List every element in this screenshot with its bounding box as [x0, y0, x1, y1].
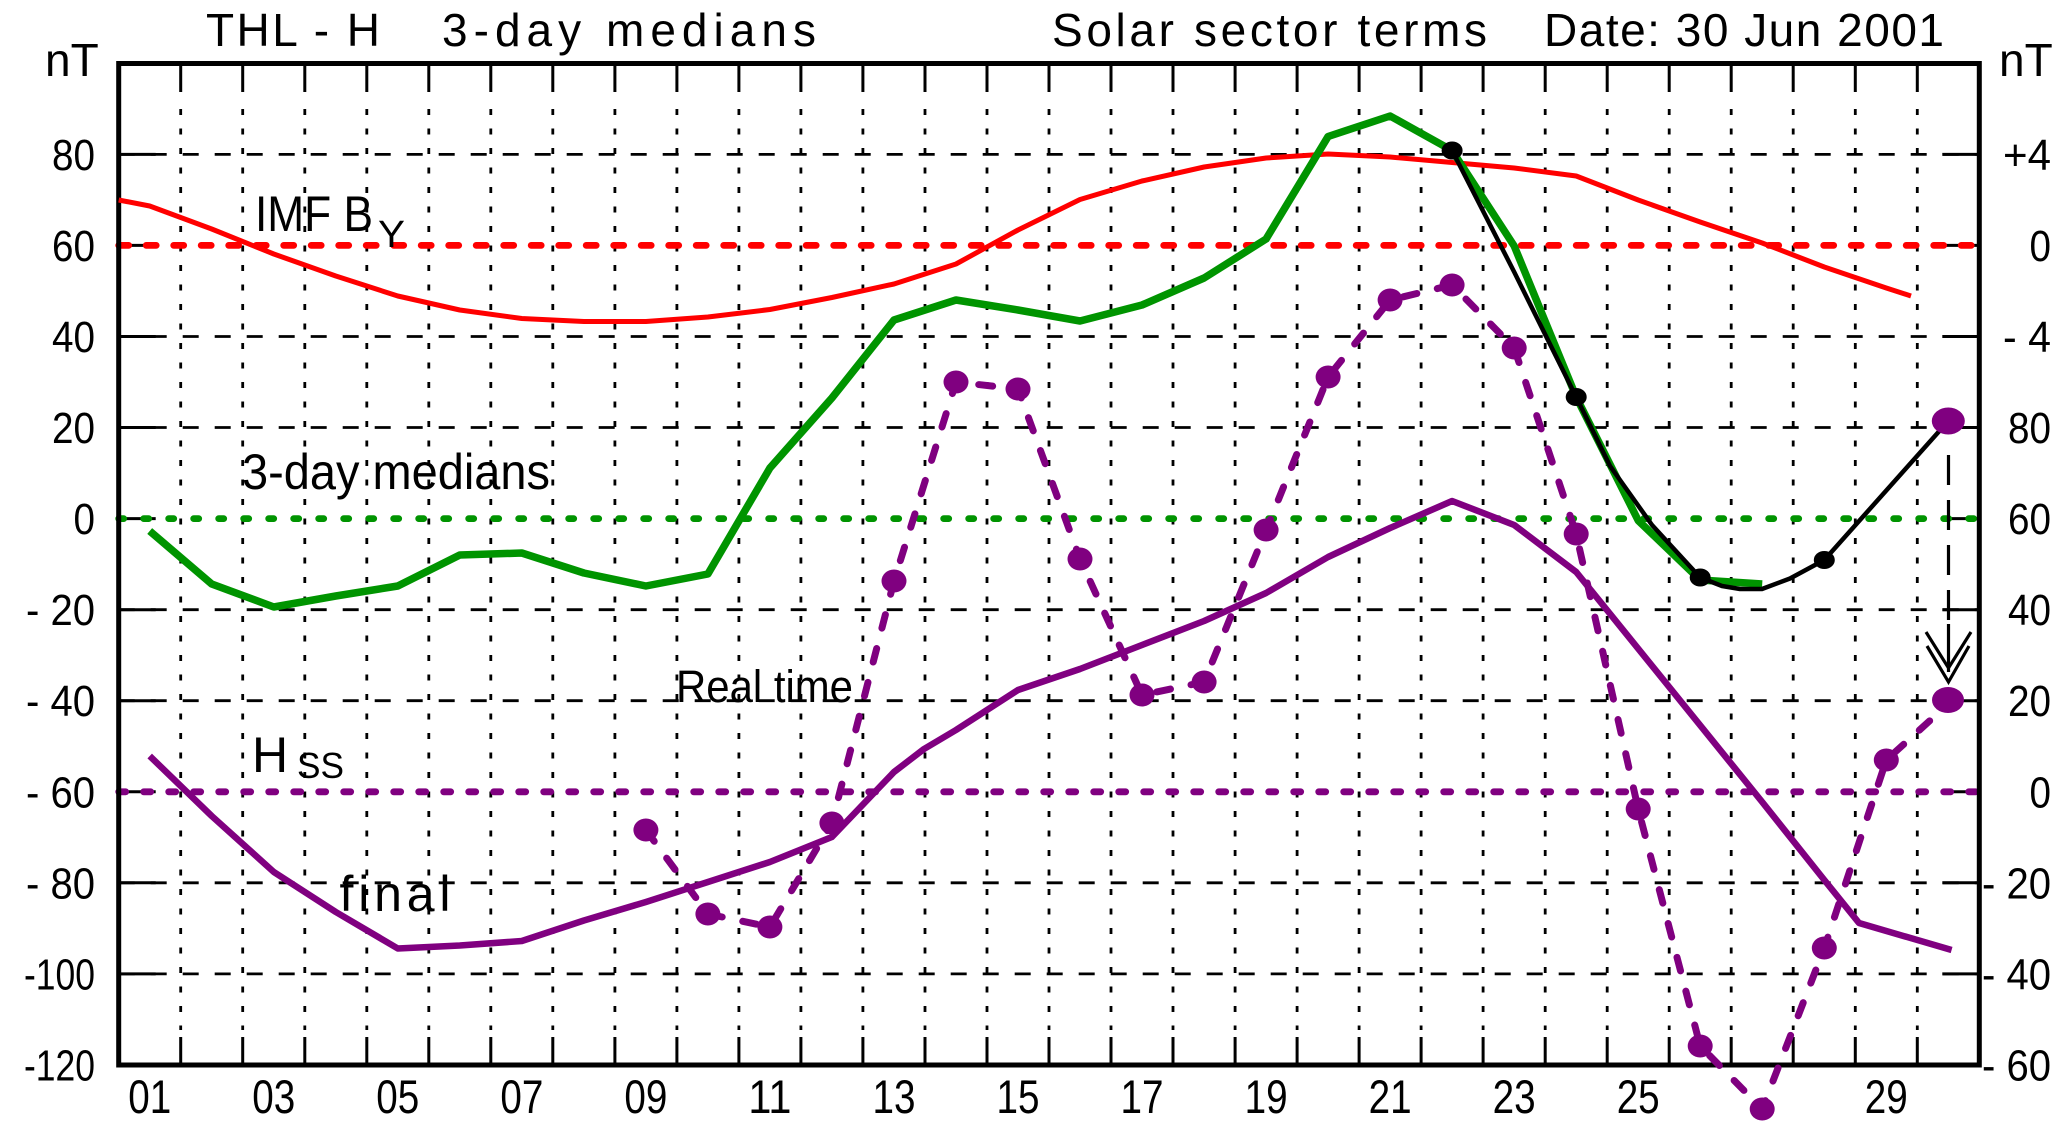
svg-text:25: 25 [1617, 1070, 1660, 1123]
svg-text:nT: nT [1999, 34, 2053, 86]
svg-text:H: H [252, 727, 288, 783]
svg-text:- 40: - 40 [1982, 950, 2051, 999]
svg-text:- 20: - 20 [26, 586, 95, 635]
svg-text:13: 13 [872, 1070, 915, 1123]
svg-text:- 60: - 60 [1982, 1041, 2051, 1090]
svg-text:80: 80 [2008, 404, 2051, 453]
svg-text:Y: Y [378, 214, 405, 256]
svg-text:17: 17 [1121, 1070, 1164, 1123]
svg-text:- 20: - 20 [1982, 859, 2051, 908]
svg-text:19: 19 [1245, 1070, 1288, 1123]
svg-text:0: 0 [74, 495, 96, 544]
svg-text:-100: -100 [24, 950, 95, 999]
svg-text:nT: nT [45, 34, 99, 86]
svg-text:final: final [340, 866, 451, 922]
svg-text:09: 09 [624, 1070, 667, 1123]
svg-text:Real time: Real time [676, 661, 853, 712]
svg-text:21: 21 [1369, 1070, 1412, 1123]
svg-text:15: 15 [996, 1070, 1039, 1123]
svg-text:-120: -120 [24, 1041, 95, 1090]
svg-text:60: 60 [52, 222, 95, 271]
svg-text:3-day medians: 3-day medians [242, 444, 550, 500]
svg-text:0: 0 [2030, 768, 2052, 817]
svg-text:40: 40 [2008, 586, 2051, 635]
svg-text:Solar sector terms: Solar sector terms [1052, 4, 1487, 56]
svg-text:THL - H: THL - H [206, 4, 380, 56]
svg-text:23: 23 [1493, 1070, 1536, 1123]
svg-text:40: 40 [52, 313, 95, 362]
svg-text:20: 20 [52, 404, 95, 453]
svg-text:3-day medians: 3-day medians [442, 4, 816, 56]
svg-text:- 40: - 40 [26, 677, 95, 726]
svg-text:20: 20 [2008, 677, 2051, 726]
svg-text:03: 03 [252, 1070, 295, 1123]
svg-text:- 60: - 60 [26, 768, 95, 817]
svg-text:+4: +4 [2003, 131, 2051, 180]
svg-text:80: 80 [52, 131, 95, 180]
svg-text:- 4: - 4 [2003, 313, 2051, 362]
svg-text:07: 07 [500, 1070, 543, 1123]
svg-text:05: 05 [376, 1070, 419, 1123]
svg-text:60: 60 [2008, 495, 2051, 544]
svg-text:SS: SS [297, 745, 344, 786]
svg-text:29: 29 [1865, 1070, 1908, 1123]
svg-text:0: 0 [2030, 222, 2052, 271]
svg-text:- 80: - 80 [26, 859, 95, 908]
svg-text:Date: 30 Jun 2001: Date: 30 Jun 2001 [1544, 4, 1944, 56]
svg-text:01: 01 [128, 1070, 171, 1123]
svg-text:11: 11 [748, 1070, 791, 1123]
svg-text:IMF B: IMF B [255, 186, 373, 242]
